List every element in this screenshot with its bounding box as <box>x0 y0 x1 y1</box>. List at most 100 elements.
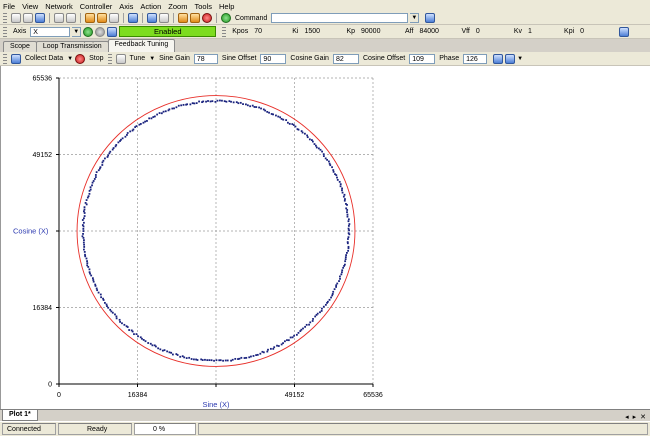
tune-input-sine-offset[interactable]: 90 <box>260 53 287 64</box>
tune-input-sine-gain[interactable]: 78 <box>193 53 218 64</box>
calculator-icon[interactable] <box>147 13 157 23</box>
tune-button[interactable]: Tune <box>129 55 146 62</box>
data-point <box>166 350 169 353</box>
gear-icon[interactable] <box>178 13 188 23</box>
stop-collect-icon[interactable] <box>75 53 86 64</box>
data-point <box>262 351 265 354</box>
tab-loop-transmission[interactable]: Loop Transmission <box>35 41 109 52</box>
data-point <box>81 224 84 226</box>
open-folder-icon[interactable] <box>23 13 33 23</box>
save-tuning-icon[interactable] <box>493 53 504 64</box>
data-point <box>268 111 270 114</box>
send-command-icon[interactable] <box>425 13 436 23</box>
param-input-kp[interactable]: 90000 <box>361 27 381 35</box>
data-point <box>262 108 265 111</box>
print-icon[interactable] <box>54 13 64 23</box>
data-point <box>82 221 85 224</box>
toolbar-grip[interactable] <box>3 26 7 37</box>
menu-help[interactable]: Help <box>218 1 235 11</box>
tune-input-phase[interactable]: 126 <box>463 53 488 64</box>
tab-plot-1[interactable]: Plot 1* <box>2 410 38 421</box>
data-point <box>128 329 131 331</box>
reset-icon[interactable] <box>190 13 200 23</box>
menu-axis[interactable]: Axis <box>119 1 134 11</box>
tune-icon[interactable] <box>115 53 126 64</box>
axis-select[interactable]: X <box>30 26 71 37</box>
toolbar-grip[interactable] <box>222 26 227 37</box>
controller-icon[interactable] <box>128 13 138 23</box>
enable-icon[interactable] <box>83 26 94 37</box>
refresh-icon[interactable] <box>107 26 118 37</box>
param-input-aff[interactable]: 84000 <box>419 27 439 35</box>
data-point <box>176 354 179 356</box>
toolbar-grip[interactable] <box>3 13 7 23</box>
plot-area[interactable]: 0 16384 49152 65536 0 16384 49152 65536 Sine (X)… <box>0 66 650 409</box>
chevron-down-icon[interactable]: ▼ <box>72 26 82 37</box>
param-input-kv[interactable]: 1 <box>528 27 532 35</box>
menu-controller[interactable]: Controller <box>79 1 113 11</box>
save-icon[interactable] <box>35 13 45 23</box>
chevron-down-icon[interactable]: ▼ <box>410 13 420 23</box>
data-point <box>287 339 290 342</box>
data-point <box>264 109 267 112</box>
save-gains-icon[interactable] <box>619 26 630 37</box>
data-point <box>277 115 280 118</box>
scroll-right-icon[interactable]: ▸ <box>632 414 637 421</box>
command-input[interactable] <box>271 13 409 23</box>
menu-network[interactable]: Network <box>45 1 73 11</box>
data-point <box>93 178 96 180</box>
data-point <box>225 100 228 103</box>
data-point <box>314 315 317 318</box>
param-input-kpos[interactable]: 70 <box>254 27 262 35</box>
menu-file[interactable]: File <box>3 1 16 11</box>
close-icon[interactable]: ✕ <box>640 414 646 421</box>
tune-input-cosine-offset[interactable]: 109 <box>409 53 436 64</box>
param-input-ki[interactable]: 1500 <box>304 27 321 35</box>
collect-data-icon[interactable] <box>11 53 21 64</box>
data-point <box>95 171 98 174</box>
data-point <box>151 344 154 347</box>
disable-icon[interactable] <box>95 26 106 37</box>
data-point <box>235 101 238 104</box>
tab-feedback-tuning[interactable]: Feedback Tuning <box>107 39 176 52</box>
download-icon[interactable] <box>85 13 95 23</box>
data-point <box>252 355 255 357</box>
collect-data-button[interactable]: Collect Data <box>25 55 64 62</box>
menu-view[interactable]: View <box>22 1 39 11</box>
new-file-icon[interactable] <box>11 13 21 23</box>
param-label-aff: Aff <box>405 28 414 35</box>
toolbar-grip[interactable] <box>107 53 112 64</box>
tab-scope[interactable]: Scope <box>3 41 37 52</box>
chevron-down-icon[interactable]: ▼ <box>517 55 524 62</box>
data-point <box>242 103 244 106</box>
data-point <box>206 359 209 362</box>
data-point <box>201 359 204 361</box>
data-point <box>82 230 85 232</box>
scroll-left-icon[interactable]: ◂ <box>625 414 629 421</box>
enabled-indicator: Enabled <box>119 26 217 37</box>
data-point <box>276 344 278 347</box>
menu-zoom[interactable]: Zoom <box>168 1 188 11</box>
param-input-kpi[interactable]: 0 <box>580 27 585 35</box>
print-preview-icon[interactable] <box>66 13 76 23</box>
data-point <box>131 129 134 132</box>
chevron-down-icon[interactable]: ▼ <box>149 55 156 62</box>
data-point <box>347 232 350 235</box>
go-icon[interactable] <box>221 13 231 23</box>
settings-icon[interactable] <box>159 13 169 23</box>
toolbar-grip[interactable] <box>3 53 7 64</box>
display-options-icon[interactable] <box>505 53 516 64</box>
data-point <box>324 303 327 306</box>
menu-action[interactable]: Action <box>140 1 162 11</box>
data-point <box>115 315 118 318</box>
tune-input-cosine-gain[interactable]: 82 <box>332 53 359 64</box>
stop-button[interactable]: Stop <box>89 55 104 62</box>
sine-cosine-plot[interactable]: 0 16384 49152 65536 0 16384 49152 65536 Sine (X)… <box>1 66 650 410</box>
chevron-down-icon[interactable]: ▼ <box>67 55 74 62</box>
compare-icon[interactable] <box>109 13 119 23</box>
upload-icon[interactable] <box>97 13 107 23</box>
param-input-vff[interactable]: 0 <box>475 27 480 35</box>
stop-icon[interactable] <box>202 13 212 23</box>
menu-tools[interactable]: Tools <box>194 1 212 11</box>
data-point <box>346 213 349 216</box>
